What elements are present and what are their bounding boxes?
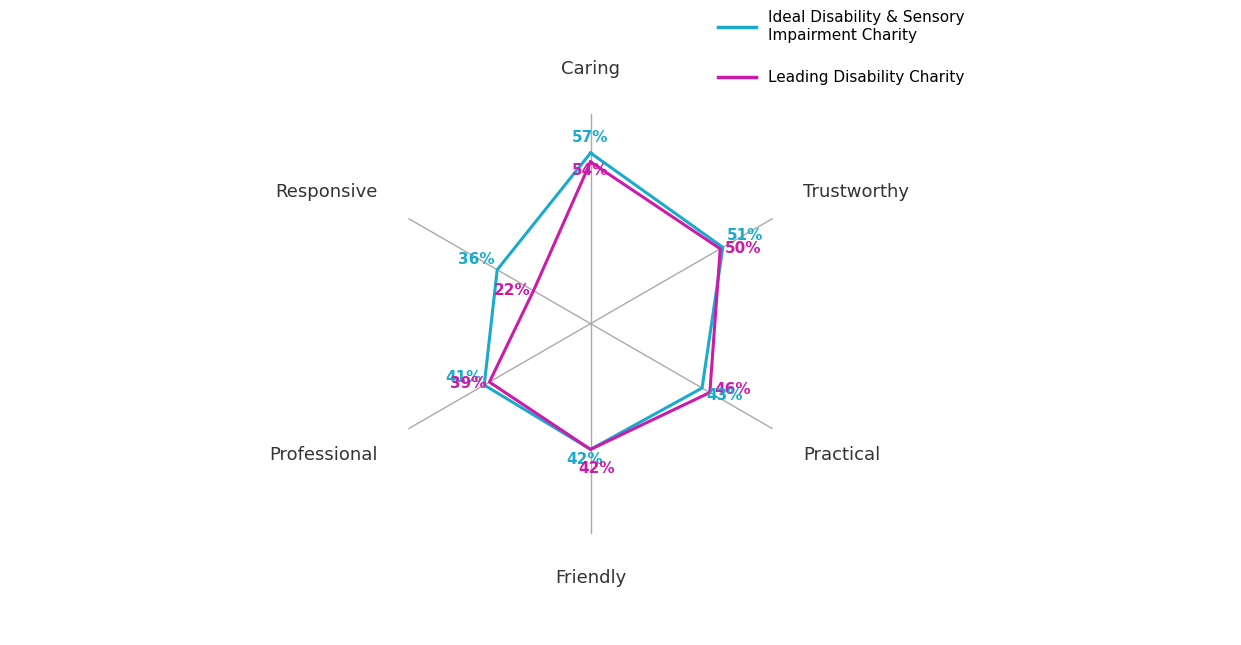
Text: 51%: 51% bbox=[727, 228, 763, 243]
Text: Caring: Caring bbox=[561, 60, 620, 78]
Text: Trustworthy: Trustworthy bbox=[803, 183, 910, 201]
Text: 41%: 41% bbox=[444, 370, 482, 385]
Text: Practical: Practical bbox=[803, 446, 880, 464]
Text: 42%: 42% bbox=[578, 461, 614, 477]
Text: Professional: Professional bbox=[269, 446, 379, 464]
Text: Friendly: Friendly bbox=[555, 569, 627, 587]
Text: 43%: 43% bbox=[706, 388, 743, 403]
Text: 57%: 57% bbox=[572, 130, 609, 146]
Text: Responsive: Responsive bbox=[276, 183, 379, 201]
Text: 54%: 54% bbox=[572, 163, 609, 179]
Text: 36%: 36% bbox=[458, 252, 494, 267]
Text: 39%: 39% bbox=[450, 376, 486, 391]
Legend: Ideal Disability & Sensory
Impairment Charity, Leading Disability Charity: Ideal Disability & Sensory Impairment Ch… bbox=[712, 5, 970, 92]
Text: 42%: 42% bbox=[566, 452, 603, 468]
Text: 50%: 50% bbox=[725, 241, 761, 256]
Text: 46%: 46% bbox=[715, 382, 751, 397]
Text: 22%: 22% bbox=[494, 283, 530, 298]
